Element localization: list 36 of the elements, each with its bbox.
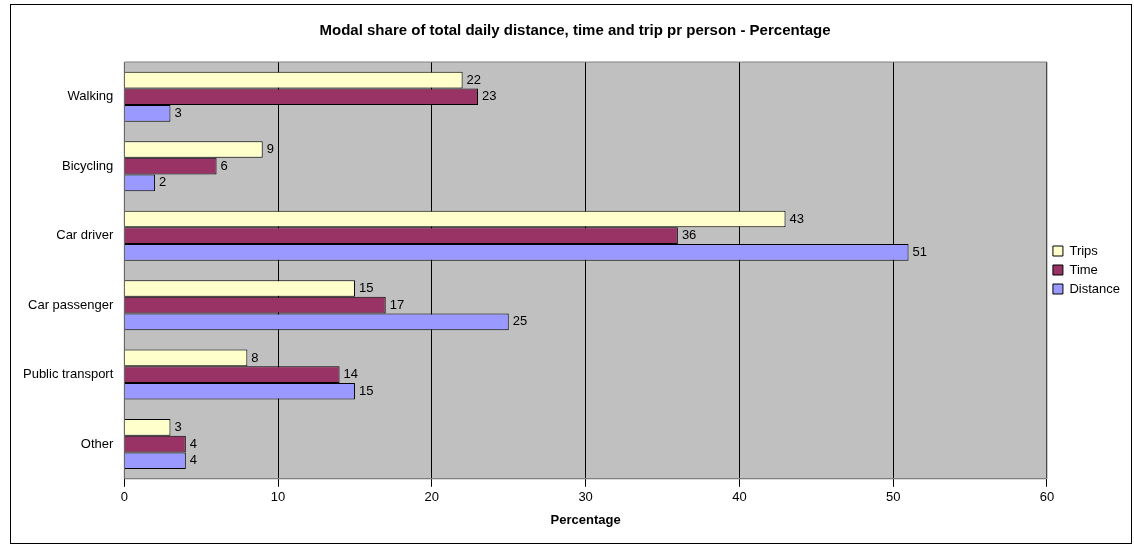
chart-title: Modal share of total daily distance, time and trip pr person - Percentage [319, 21, 831, 39]
y-tick-label: Public transport [22, 366, 114, 382]
data-label: 4 [189, 452, 198, 468]
x-tick-label: 0 [120, 489, 128, 505]
data-label: 6 [220, 157, 228, 173]
x-tick-label: 50 [885, 489, 901, 505]
data-label: 3 [174, 104, 182, 120]
y-tick-label: Car driver [56, 227, 114, 243]
data-label: 4 [189, 435, 198, 451]
x-tick-label: 30 [578, 489, 593, 505]
y-tick-label: Other [80, 435, 114, 451]
legend-label: Trips [1069, 242, 1099, 258]
y-tick-label: Car passenger [28, 296, 114, 312]
data-label: 3 [174, 418, 182, 434]
legend-label: Time [1069, 261, 1098, 277]
data-label: 22 [466, 71, 482, 87]
data-label: 15 [358, 280, 374, 296]
data-label: 23 [481, 88, 497, 104]
x-axis-title: Percentage [550, 511, 621, 527]
y-tick-label: Bicycling [62, 157, 114, 173]
data-label: 8 [251, 349, 259, 365]
x-tick-label: 60 [1039, 489, 1055, 505]
legend-label: Distance [1069, 280, 1120, 296]
x-tick-label: 20 [424, 489, 440, 505]
data-label: 14 [343, 366, 359, 382]
data-label: 17 [389, 296, 405, 312]
data-label: 25 [512, 313, 528, 329]
x-tick-label: 10 [270, 489, 286, 505]
data-label: 36 [681, 227, 697, 243]
data-label: 43 [789, 210, 804, 226]
x-tick-label: 40 [732, 489, 747, 505]
data-label: 15 [358, 382, 374, 398]
data-label: 51 [912, 243, 927, 259]
data-label: 9 [266, 141, 274, 157]
data-label: 2 [159, 174, 167, 190]
y-tick-label: Walking [67, 88, 114, 104]
